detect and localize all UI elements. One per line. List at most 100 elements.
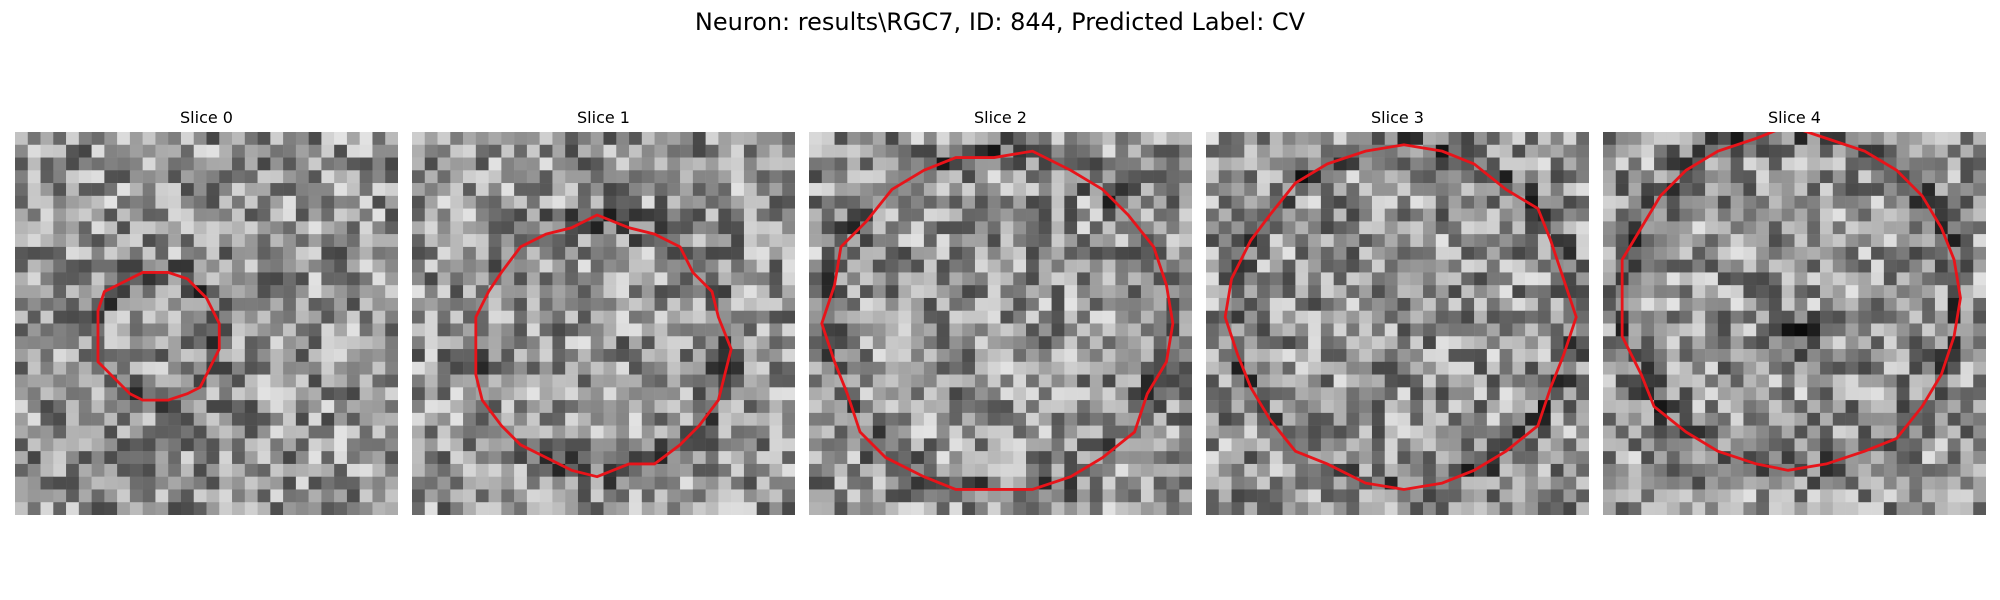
pixel xyxy=(334,400,348,414)
pixel xyxy=(66,361,80,375)
pixel xyxy=(1858,412,1872,426)
pixel xyxy=(180,349,194,363)
pixel xyxy=(1499,285,1513,299)
pixel xyxy=(346,476,360,490)
pixel xyxy=(1730,336,1744,350)
pixel xyxy=(1845,374,1859,388)
pixel xyxy=(1947,412,1961,426)
pixel xyxy=(321,221,335,235)
pixel xyxy=(1038,463,1052,477)
pixel xyxy=(232,272,246,286)
pixel xyxy=(1384,272,1398,286)
pixel xyxy=(1537,310,1551,324)
pixel xyxy=(450,310,464,324)
pixel xyxy=(654,285,668,299)
pixel xyxy=(962,349,976,363)
pixel xyxy=(1832,221,1846,235)
pixel xyxy=(346,502,360,515)
pixel xyxy=(872,374,886,388)
pixel xyxy=(412,323,426,337)
pixel xyxy=(860,349,874,363)
pixel xyxy=(1499,425,1513,439)
pixel xyxy=(1397,259,1411,273)
pixel xyxy=(1077,157,1091,171)
pixel xyxy=(629,463,643,477)
pixel xyxy=(1628,336,1642,350)
pixel xyxy=(1768,323,1782,337)
pixel xyxy=(1550,463,1564,477)
pixel xyxy=(1628,310,1642,324)
pixel xyxy=(1820,387,1834,401)
pixel xyxy=(1934,157,1948,171)
pixel xyxy=(1295,374,1309,388)
pixel xyxy=(1026,438,1040,452)
pixel xyxy=(346,157,360,171)
pixel xyxy=(1140,285,1154,299)
pixel xyxy=(1896,183,1910,197)
pixel xyxy=(346,387,360,401)
pixel xyxy=(1384,400,1398,414)
pixel xyxy=(180,476,194,490)
pixel xyxy=(1858,195,1872,209)
pixel xyxy=(769,412,783,426)
pixel xyxy=(283,361,297,375)
pixel xyxy=(1410,170,1424,184)
pixel xyxy=(743,310,757,324)
pixel xyxy=(629,259,643,273)
pixel xyxy=(78,310,92,324)
pixel xyxy=(731,208,745,222)
pixel xyxy=(15,438,29,452)
pixel xyxy=(104,259,118,273)
pixel xyxy=(1960,502,1974,515)
pixel xyxy=(1397,374,1411,388)
pixel xyxy=(1820,349,1834,363)
pixel xyxy=(911,502,925,515)
pixel xyxy=(1089,476,1103,490)
pixel xyxy=(654,374,668,388)
pixel xyxy=(1026,183,1040,197)
pixel xyxy=(1013,349,1027,363)
pixel xyxy=(1218,272,1232,286)
pixel xyxy=(412,183,426,197)
pixel xyxy=(962,234,976,248)
pixel xyxy=(1922,361,1936,375)
pixel xyxy=(782,349,795,363)
pixel xyxy=(1947,502,1961,515)
pixel xyxy=(1371,246,1385,260)
pixel xyxy=(219,489,233,503)
pixel xyxy=(155,412,169,426)
pixel xyxy=(1960,272,1974,286)
pixel xyxy=(692,400,706,414)
pixel xyxy=(1179,412,1192,426)
pixel xyxy=(232,349,246,363)
pixel xyxy=(1794,183,1808,197)
pixel xyxy=(1807,323,1821,337)
pixel xyxy=(1153,463,1167,477)
pixel xyxy=(501,412,515,426)
pixel xyxy=(1756,336,1770,350)
pixel xyxy=(1486,183,1500,197)
pixel xyxy=(987,272,1001,286)
pixel xyxy=(1231,438,1245,452)
pixel xyxy=(1512,412,1526,426)
pixel xyxy=(78,221,92,235)
pixel xyxy=(257,221,271,235)
pixel xyxy=(680,234,694,248)
pixel xyxy=(552,387,566,401)
pixel xyxy=(1934,489,1948,503)
pixel xyxy=(1512,425,1526,439)
pixel xyxy=(40,170,54,184)
pixel xyxy=(987,489,1001,503)
pixel xyxy=(1102,285,1116,299)
pixel xyxy=(1308,323,1322,337)
pixel xyxy=(718,476,732,490)
pixel xyxy=(603,374,617,388)
pixel xyxy=(1295,259,1309,273)
pixel xyxy=(412,349,426,363)
pixel xyxy=(1000,234,1014,248)
pixel xyxy=(539,285,553,299)
pixel xyxy=(1576,221,1589,235)
pixel xyxy=(53,361,67,375)
pixel xyxy=(321,400,335,414)
pixel xyxy=(1000,132,1014,146)
